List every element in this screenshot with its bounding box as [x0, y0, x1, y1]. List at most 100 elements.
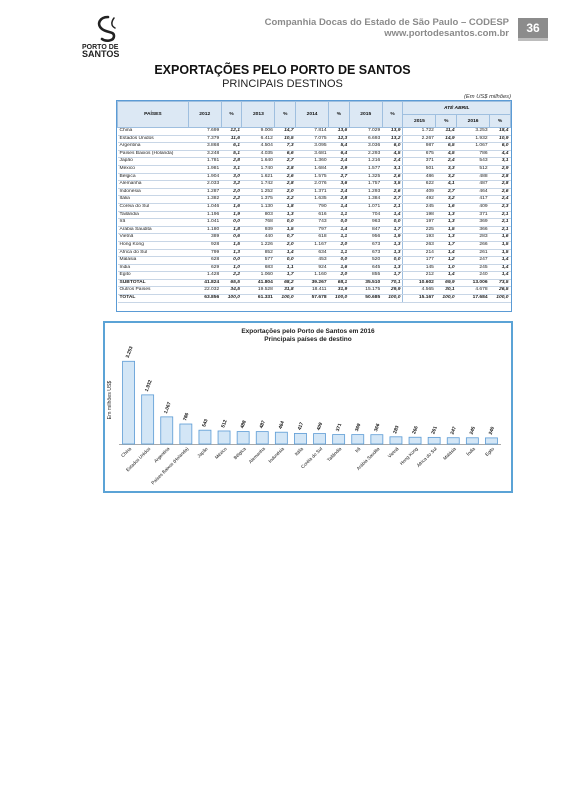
outros-row: Outros Países 22.032 34,5 19.528 31,8 18.411 3… [117, 286, 511, 296]
percent-cell: 1,5 [489, 241, 511, 250]
percent-cell: 1,6 [221, 203, 242, 212]
value-cell: 1.904 [188, 173, 222, 182]
header-year-2015: 2015 [348, 101, 383, 128]
company-name: Companhia Docas do Estado de São Paulo –… [264, 17, 509, 28]
value-cell: 1.216 [349, 157, 383, 166]
percent-cell: 1,9 [221, 211, 242, 220]
header-abril-2015: 2015 [402, 114, 437, 128]
percent-cell: 2,1 [489, 226, 511, 235]
data-label-15: 266 [411, 425, 419, 435]
value-cell: 1.781 [188, 157, 222, 166]
country-cell: Países Baixos (Holanda) [117, 150, 189, 159]
percent-cell: 11,6 [221, 135, 242, 144]
value-cell: 4.678 [456, 286, 490, 296]
bar-9 [294, 432, 307, 445]
value-cell: 453 [295, 256, 329, 265]
percent-cell: 1,4 [489, 264, 511, 273]
value-cell: 797 [295, 226, 329, 235]
data-label-10: 409 [316, 421, 324, 431]
percent-cell: 2,2 [221, 271, 242, 280]
percent-cell: 4,5 [435, 150, 457, 159]
percent-cell: 1,6 [489, 233, 511, 242]
percent-cell: 68,1 [328, 278, 350, 288]
bar-18 [465, 437, 479, 445]
percent-cell: 100,0 [274, 294, 296, 303]
percent-cell: 0,0 [274, 256, 296, 265]
percent-cell: 1,4 [328, 226, 350, 235]
percent-cell: 4,1 [435, 180, 457, 189]
country-cell: TOTAL [117, 294, 189, 303]
value-cell: 924 [295, 264, 329, 273]
value-cell: 4.565 [402, 286, 436, 296]
value-cell: 464 [456, 188, 490, 197]
value-cell: 1.196 [188, 211, 222, 220]
value-cell: 1.757 [349, 180, 383, 189]
table-row: Tailândia 1.196 1,9 803 1,3 616 1,1 704 1,4 198 1,… [117, 211, 511, 220]
category-label-17: Malásia [442, 446, 457, 461]
value-cell: 197 [402, 218, 436, 227]
value-cell: 1.640 [241, 157, 275, 166]
category-label-6: Bélgica [233, 446, 248, 461]
percent-cell: 2,8 [489, 180, 511, 189]
value-cell: 240 [456, 271, 490, 280]
value-cell: 266 [456, 241, 490, 250]
header-abril-2016: 2016 [456, 114, 491, 128]
percent-cell: 73,5 [489, 278, 511, 288]
data-label-9: 417 [297, 421, 305, 431]
percent-cell: 2,4 [328, 188, 350, 197]
percent-cell: 1,3 [382, 241, 403, 250]
value-cell: 963 [349, 218, 383, 227]
country-cell: Bélgica [117, 173, 189, 182]
value-cell: 486 [402, 173, 436, 182]
country-cell: Estados Unidos [117, 135, 189, 144]
value-cell: 3.253 [456, 127, 490, 136]
percent-cell: 1,2 [435, 256, 457, 265]
percent-cell: 0,0 [382, 256, 403, 265]
value-cell: 1.384 [349, 195, 383, 204]
percent-cell: 2,8 [328, 195, 350, 204]
value-cell: 1.325 [349, 173, 383, 182]
header-pct: % [435, 114, 458, 128]
percent-cell: 2,8 [274, 180, 296, 189]
value-cell: 6.412 [241, 135, 275, 144]
data-label-18: 245 [469, 426, 477, 436]
percent-cell: 2,4 [382, 157, 403, 166]
percent-cell: 2,3 [489, 203, 511, 212]
percent-cell: 2,6 [382, 188, 403, 197]
value-cell: 63.856 [188, 294, 222, 303]
table-row: Argentina 3.868 6,1 4.504 7,3 3.095 5,4 3.036 6,… [117, 142, 511, 151]
value-cell: 41.824 [188, 278, 222, 288]
table-row: China 7.699 12,1 9.006 14,7 7.814 13,6 7.029 13,… [117, 127, 511, 136]
data-label-6: 488 [239, 419, 247, 429]
data-label-14: 283 [392, 425, 400, 435]
percent-cell: 1,3 [274, 211, 296, 220]
value-cell: 1.252 [241, 188, 275, 197]
percent-cell: 12,3 [328, 135, 350, 144]
value-cell: 786 [456, 150, 490, 159]
percent-cell: 6,1 [221, 142, 242, 151]
percent-cell: 0,7 [274, 233, 296, 242]
value-cell: 18.411 [295, 286, 329, 296]
header-pct: % [274, 101, 297, 128]
percent-cell: 2,0 [274, 241, 296, 250]
category-label-0: China [120, 446, 132, 458]
value-cell: 852 [241, 249, 275, 258]
percent-cell: 34,5 [221, 286, 242, 296]
value-cell: 512 [456, 165, 490, 174]
percent-cell: 6,5 [435, 142, 457, 151]
percent-cell: 12,1 [221, 127, 242, 136]
percent-cell: 6,6 [274, 150, 296, 159]
percent-cell: 3,1 [382, 165, 403, 174]
country-cell: Tailândia [117, 211, 189, 220]
bar-19 [485, 437, 498, 445]
value-cell: 7.814 [295, 127, 329, 136]
bar-15 [408, 436, 422, 445]
country-cell: África do Sul [117, 249, 189, 258]
percent-cell: 13,9 [382, 127, 403, 136]
percent-cell: 29,9 [382, 286, 403, 296]
subtotal-row: SUBTOTAL 41.824 65,5 41.804 68,2 39.267 68,1 35… [117, 278, 511, 288]
table-row: Hong Kong 928 1,5 1.226 2,0 1.167 2,0 673 1,3 263… [117, 241, 511, 250]
percent-cell: 1,4 [435, 249, 457, 258]
country-cell: Arábia Saudita [117, 226, 189, 235]
percent-cell: 1,3 [435, 211, 457, 220]
